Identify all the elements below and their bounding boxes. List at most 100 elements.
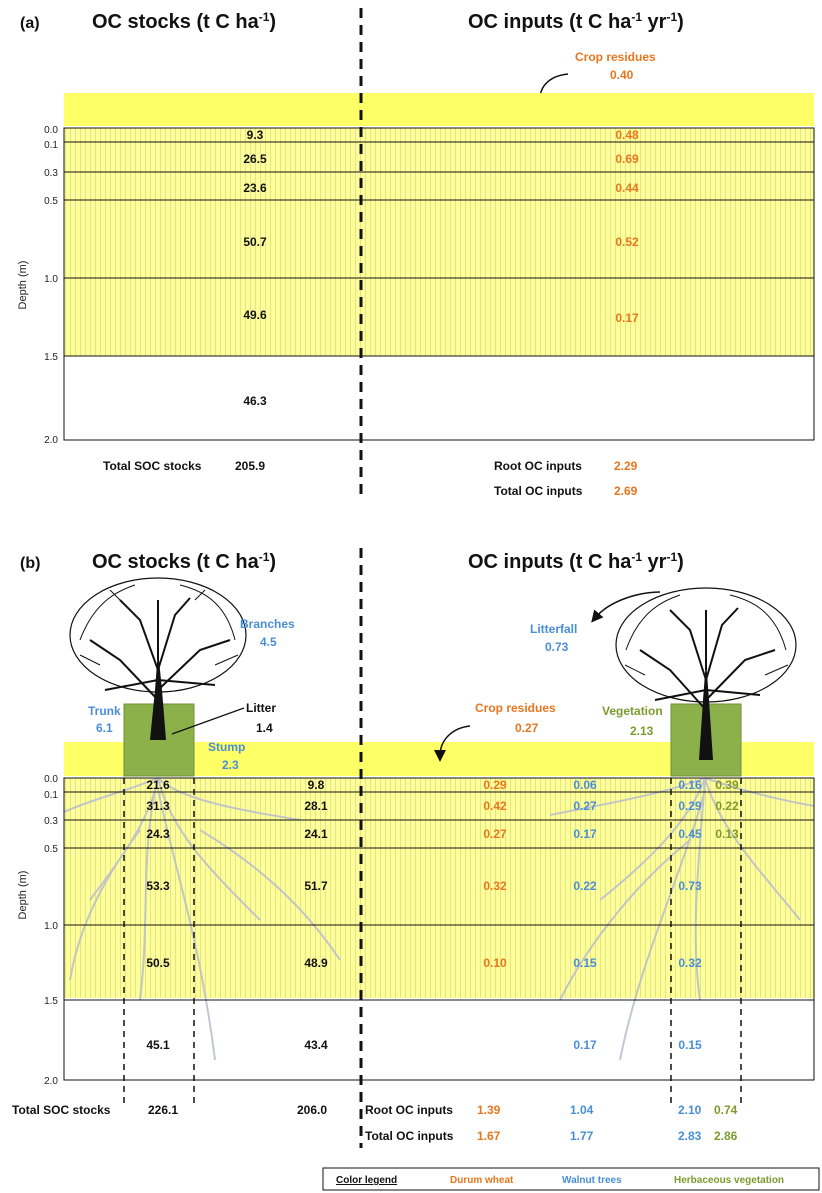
panel-b-stock-alley: 24.1 xyxy=(304,827,328,841)
panel-b-stock-alley: 28.1 xyxy=(304,799,328,813)
panel-a-stock-value: 49.6 xyxy=(243,308,267,322)
panel-a-total-oc-value: 2.69 xyxy=(614,484,638,498)
vegetation-value: 2.13 xyxy=(630,724,654,738)
panel-b-walnut-input-row: 0.73 xyxy=(678,879,702,893)
panel-a-depth-tick: 0.5 xyxy=(44,196,58,207)
litterfall-label: Litterfall xyxy=(530,622,577,636)
legend-durum-wheat: Durum wheat xyxy=(450,1175,514,1186)
walnut-tree-icon xyxy=(615,587,797,760)
stump-label: Stump xyxy=(208,740,245,754)
panel-a-root-input-value: 0.44 xyxy=(615,181,639,195)
panel-a-stock-value: 26.5 xyxy=(243,152,267,166)
panel-b-stock-tree-row: 50.5 xyxy=(146,956,170,970)
panel-b-walnut-input-row: 0.15 xyxy=(678,1038,702,1052)
panel-a-root-oc-value: 2.29 xyxy=(614,459,638,473)
panel-a-depth-tick: 0.1 xyxy=(44,140,58,151)
litter-label: Litter xyxy=(246,701,276,715)
panel-b-crop-residues-value: 0.27 xyxy=(515,721,539,735)
panel-a-root-input-value: 0.69 xyxy=(615,152,639,166)
panel-b-depth-tick: 0.1 xyxy=(44,790,58,801)
panel-a-crop-residues-value: 0.40 xyxy=(610,68,634,82)
panel-b-walnut-input-alley: 0.06 xyxy=(573,778,597,792)
panel-a-root-input-value: 0.17 xyxy=(615,311,639,325)
panel-a-root-input-value: 0.48 xyxy=(615,128,639,142)
panel-b-root-oc-walnut-row: 2.10 xyxy=(678,1103,702,1117)
panel-b-depth-tick: 0.5 xyxy=(44,844,58,855)
legend-walnut-trees: Walnut trees xyxy=(562,1175,622,1186)
panel-a-depth-tick: 1.0 xyxy=(44,274,58,285)
litter-pointer xyxy=(171,707,245,735)
panel-b-stocks-header: OC stocks (t C ha-1) xyxy=(92,550,276,573)
litterfall-value: 0.73 xyxy=(545,640,569,654)
panel-b-stock-tree-row: 21.6 xyxy=(146,778,170,792)
panel-a-total-soc-label: Total SOC stocks xyxy=(103,459,202,473)
panel-b-walnut-input-alley: 0.22 xyxy=(573,879,597,893)
panel-b-wheat-input: 0.29 xyxy=(483,778,507,792)
panel-b-root-oc-herb: 0.74 xyxy=(714,1103,738,1117)
panel-b-total-soc-tree-row: 226.1 xyxy=(148,1103,178,1117)
panel-a-stock-value: 46.3 xyxy=(243,394,267,408)
panel-b-herb-input: 0.39 xyxy=(715,778,739,792)
panel-b-total-oc-label: Total OC inputs xyxy=(365,1129,454,1143)
panel-b-wheat-input: 0.42 xyxy=(483,799,507,813)
panel-a-surface-band xyxy=(64,93,814,126)
litter-value: 1.4 xyxy=(256,721,273,735)
panel-b-crop-residues-arrow xyxy=(434,725,471,762)
panel-a-soil-profile xyxy=(63,127,815,441)
panel-b-stock-alley: 48.9 xyxy=(304,956,328,970)
panel-a-stock-value: 50.7 xyxy=(243,235,267,249)
panel-b-walnut-input-alley: 0.17 xyxy=(573,827,597,841)
panel-a-total-soc-value: 205.9 xyxy=(235,459,265,473)
panel-a-crop-residues-label: Crop residues xyxy=(575,50,656,64)
branches-value: 4.5 xyxy=(260,635,277,649)
panel-b-crop-residues-label: Crop residues xyxy=(475,701,556,715)
panel-b-depth-tick: 1.0 xyxy=(44,921,58,932)
panel-a-depth-tick: 2.0 xyxy=(44,435,58,446)
panel-b-root-oc-wheat: 1.39 xyxy=(477,1103,501,1117)
panel-b-depth-tick: 2.0 xyxy=(44,1076,58,1087)
panel-b-depth-tick: 0.3 xyxy=(44,816,58,827)
panel-b-stock-tree-row: 53.3 xyxy=(146,879,170,893)
panel-b-root-oc-label: Root OC inputs xyxy=(365,1103,453,1117)
vegetation-label: Vegetation xyxy=(602,704,663,718)
panel-b-herb-input: 0.13 xyxy=(715,827,739,841)
panel-b-total-soc-label: Total SOC stocks xyxy=(12,1103,111,1117)
panel-a-tag: (a) xyxy=(20,15,40,32)
panel-b-root-oc-walnut-alley: 1.04 xyxy=(570,1103,594,1117)
panel-b-tree-row-boundaries xyxy=(123,778,742,1108)
panel-b-root-zone xyxy=(64,778,814,998)
panel-a-stock-value: 9.3 xyxy=(247,128,264,142)
panel-b-stock-tree-row: 31.3 xyxy=(146,799,170,813)
color-legend: Color legend Durum wheat Walnut trees He… xyxy=(322,1167,820,1191)
panel-a-total-oc-label: Total OC inputs xyxy=(494,484,583,498)
litterfall-arrow xyxy=(591,591,661,623)
panel-b-stock-alley: 51.7 xyxy=(304,879,328,893)
panel-b-wheat-input: 0.32 xyxy=(483,879,507,893)
panel-b-total-oc-herb: 2.86 xyxy=(714,1129,738,1143)
panel-a: (a) OC stocks (t C ha-1) OC inputs (t C … xyxy=(17,8,815,500)
panel-b-stock-alley: 9.8 xyxy=(308,778,325,792)
panel-a-stock-value: 23.6 xyxy=(243,181,267,195)
panel-a-stocks-header: OC stocks (t C ha-1) xyxy=(92,10,276,33)
panel-b-walnut-input-row: 0.45 xyxy=(678,827,702,841)
panel-b-wheat-input: 0.10 xyxy=(483,956,507,970)
panel-b-tag: (b) xyxy=(20,555,40,572)
panel-b-herb-input: 0.22 xyxy=(715,799,739,813)
panel-b-depth-tick: 0.0 xyxy=(44,774,58,785)
panel-b-stock-tree-row: 45.1 xyxy=(146,1038,170,1052)
panel-b-walnut-input-alley: 0.17 xyxy=(573,1038,597,1052)
panel-b-stock-tree-row: 24.3 xyxy=(146,827,170,841)
panel-b-total-soc-alley: 206.0 xyxy=(297,1103,327,1117)
panel-b-walnut-input-row: 0.16 xyxy=(678,778,702,792)
trunk-label: Trunk xyxy=(88,704,121,718)
panel-a-inputs-header: OC inputs (t C ha-1 yr-1) xyxy=(468,10,684,33)
walnut-tree-icon xyxy=(69,577,247,740)
panel-b-soil-profile xyxy=(63,777,815,1081)
panel-b-walnut-input-row: 0.32 xyxy=(678,956,702,970)
panel-b-depth-tick: 1.5 xyxy=(44,996,58,1007)
panel-b-stock-alley: 43.4 xyxy=(304,1038,328,1052)
legend-herbaceous-vegetation: Herbaceous vegetation xyxy=(674,1175,784,1186)
panel-b-walnut-input-row: 0.29 xyxy=(678,799,702,813)
panel-b-depth-axis-label: Depth (m) xyxy=(17,871,29,920)
